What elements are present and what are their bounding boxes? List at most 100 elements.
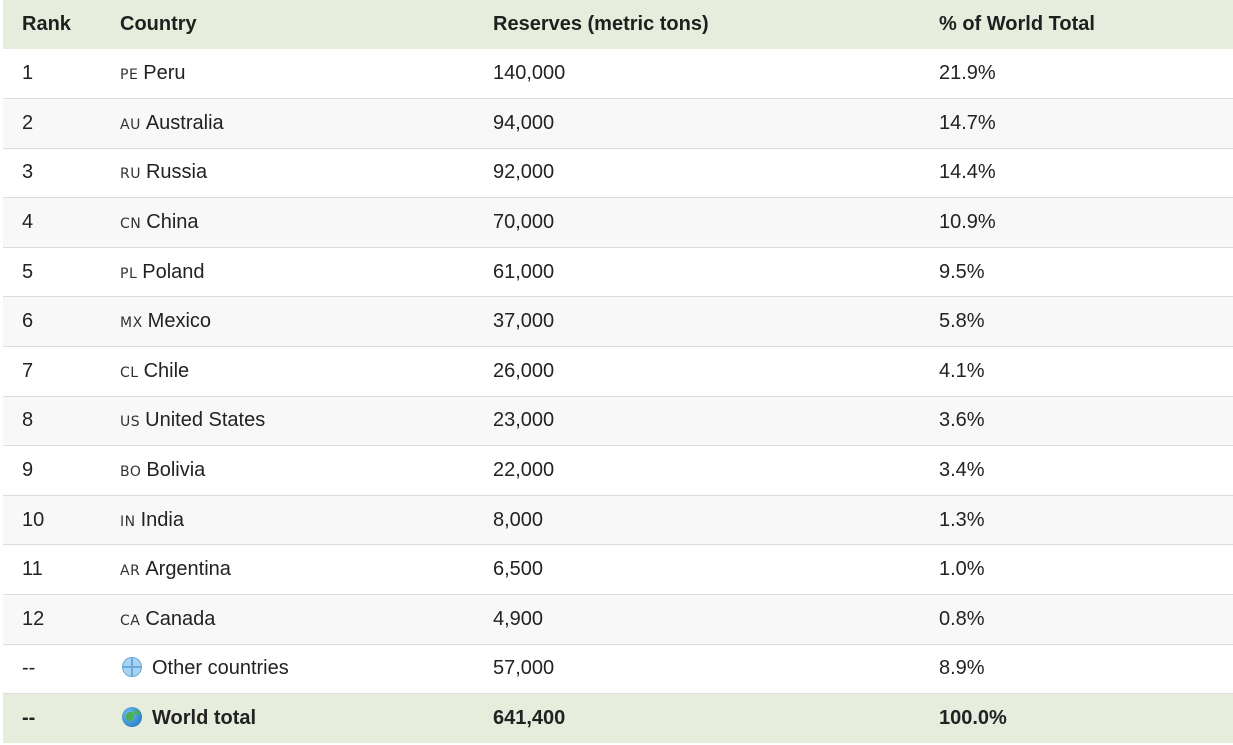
country-code-flag: CA (120, 612, 141, 629)
rank-cell: 12 (22, 607, 45, 630)
reserves-cell: 8,000 (493, 508, 544, 531)
header-reserves[interactable]: Reserves (metric tons) (493, 13, 709, 35)
percent-cell: 8.9% (939, 657, 985, 680)
reserves-cell: 22,000 (493, 459, 555, 482)
country-cell: AU Australia (102, 99, 471, 149)
country-cell: US United States (102, 396, 471, 446)
table-header-row: Rank Country Reserves (metric tons) % of… (3, 0, 1233, 49)
percent-cell: 9.5% (939, 260, 985, 283)
rank-cell: 8 (22, 409, 34, 432)
country-cell: BO Bolivia (102, 446, 471, 496)
percent-cell: 1.0% (939, 558, 985, 581)
reserves-cell: 57,000 (493, 657, 555, 680)
country-cell: AR Argentina (102, 545, 471, 595)
header-country[interactable]: Country (120, 13, 197, 35)
table-row: 1 PE Peru 140,000 21.9% (3, 49, 1233, 99)
reserves-cell: 23,000 (493, 409, 555, 432)
country-code-flag: AU (120, 116, 141, 133)
country-code-flag: IN (120, 513, 136, 530)
country-name: United States (145, 409, 266, 432)
reserves-cell: 140,000 (493, 62, 566, 85)
country-name: Other countries (152, 657, 289, 680)
country-name: Russia (145, 161, 208, 184)
table-row: 8 US United States 23,000 3.6% (3, 396, 1233, 446)
country-code-flag: US (120, 414, 141, 431)
country-name: World total (152, 707, 257, 730)
country-name: Argentina (145, 558, 231, 581)
country-code-flag: MX (120, 315, 143, 332)
percent-cell: 4.1% (939, 359, 985, 382)
rank-cell: 7 (22, 359, 34, 382)
table-row: 10 IN India 8,000 1.3% (3, 495, 1233, 545)
country-code-flag: CL (120, 364, 139, 381)
country-cell: MX Mexico (102, 297, 471, 347)
table-row: 6 MX Mexico 37,000 5.8% (3, 296, 1233, 347)
percent-cell: 5.8% (939, 310, 985, 333)
country-cell: PL Poland (102, 247, 471, 297)
country-name: Mexico (147, 310, 212, 333)
country-code-flag: RU (120, 166, 141, 183)
table-row: 11 AR Argentina 6,500 1.0% (3, 545, 1233, 595)
reserves-cell: 37,000 (493, 310, 555, 333)
percent-cell: 14.7% (939, 111, 996, 134)
country-name: India (140, 508, 184, 531)
country-name: Chile (143, 359, 190, 382)
country-code-flag: PL (120, 265, 138, 282)
country-cell: RU Russia (102, 148, 471, 198)
percent-cell: 14.4% (939, 161, 996, 184)
country-name: Peru (143, 62, 186, 85)
rank-cell: 3 (22, 161, 34, 184)
rank-cell: 10 (22, 508, 45, 531)
header-rank[interactable]: Rank (22, 13, 71, 35)
table-row: 3 RU Russia 92,000 14.4% (3, 148, 1233, 198)
rank-cell: 6 (22, 310, 34, 333)
country-code-flag: BO (120, 464, 142, 481)
reserves-cell: 61,000 (493, 260, 555, 283)
reserves-cell: 70,000 (493, 211, 555, 234)
country-cell: CN China (102, 198, 471, 248)
country-name: China (146, 211, 199, 234)
reserves-cell: 94,000 (493, 111, 555, 134)
table-row: 2 AU Australia 94,000 14.7% (3, 98, 1233, 149)
country-cell: IN India (102, 495, 471, 545)
reserves-cell: 641,400 (493, 707, 566, 730)
country-code-flag: AR (120, 563, 141, 580)
rank-cell: 9 (22, 459, 34, 482)
rank-cell: -- (22, 707, 36, 730)
rank-cell: 11 (22, 558, 43, 581)
country-cell: CA Canada (102, 595, 471, 645)
reserves-table-container: Rank Country Reserves (metric tons) % of… (3, 0, 1233, 744)
percent-cell: 21.9% (939, 62, 996, 85)
reserves-table: Rank Country Reserves (metric tons) % of… (3, 0, 1233, 744)
reserves-cell: 6,500 (493, 558, 544, 581)
country-name: Bolivia (146, 459, 206, 482)
country-name: Australia (145, 111, 224, 134)
header-percent-world-total[interactable]: % of World Total (939, 13, 1095, 35)
percent-cell: 1.3% (939, 508, 985, 531)
table-body: 1 PE Peru 140,000 21.9% 2 AU Australia 94,000 14.… (3, 49, 1233, 744)
rank-cell: 4 (22, 211, 34, 234)
country-cell: CL Chile (102, 347, 471, 397)
percent-cell: 10.9% (939, 211, 996, 234)
country-code-flag: CN (120, 216, 142, 233)
other-countries-row: -- Other countries 57,000 8.9% (3, 644, 1233, 694)
reserves-cell: 4,900 (493, 607, 544, 630)
country-cell: World total (102, 694, 471, 744)
globe-meridians-icon (122, 657, 142, 678)
reserves-cell: 26,000 (493, 359, 555, 382)
world-total-row: -- World total 641,400 100.0% (3, 693, 1233, 744)
country-cell: PE Peru (102, 49, 471, 99)
rank-cell: 1 (22, 62, 34, 85)
country-name: Poland (142, 260, 205, 283)
table-row: 9 BO Bolivia 22,000 3.4% (3, 446, 1233, 496)
table-row: 12 CA Canada 4,900 0.8% (3, 594, 1233, 645)
country-cell: Other countries (102, 644, 471, 694)
table-row: 4 CN China 70,000 10.9% (3, 197, 1233, 248)
percent-cell: 3.6% (939, 409, 985, 432)
table-row: 5 PL Poland 61,000 9.5% (3, 247, 1233, 297)
percent-cell: 100.0% (939, 707, 1007, 730)
country-name: Canada (145, 607, 216, 630)
rank-cell: -- (22, 657, 36, 680)
rank-cell: 5 (22, 260, 34, 283)
country-code-flag: PE (120, 67, 139, 84)
